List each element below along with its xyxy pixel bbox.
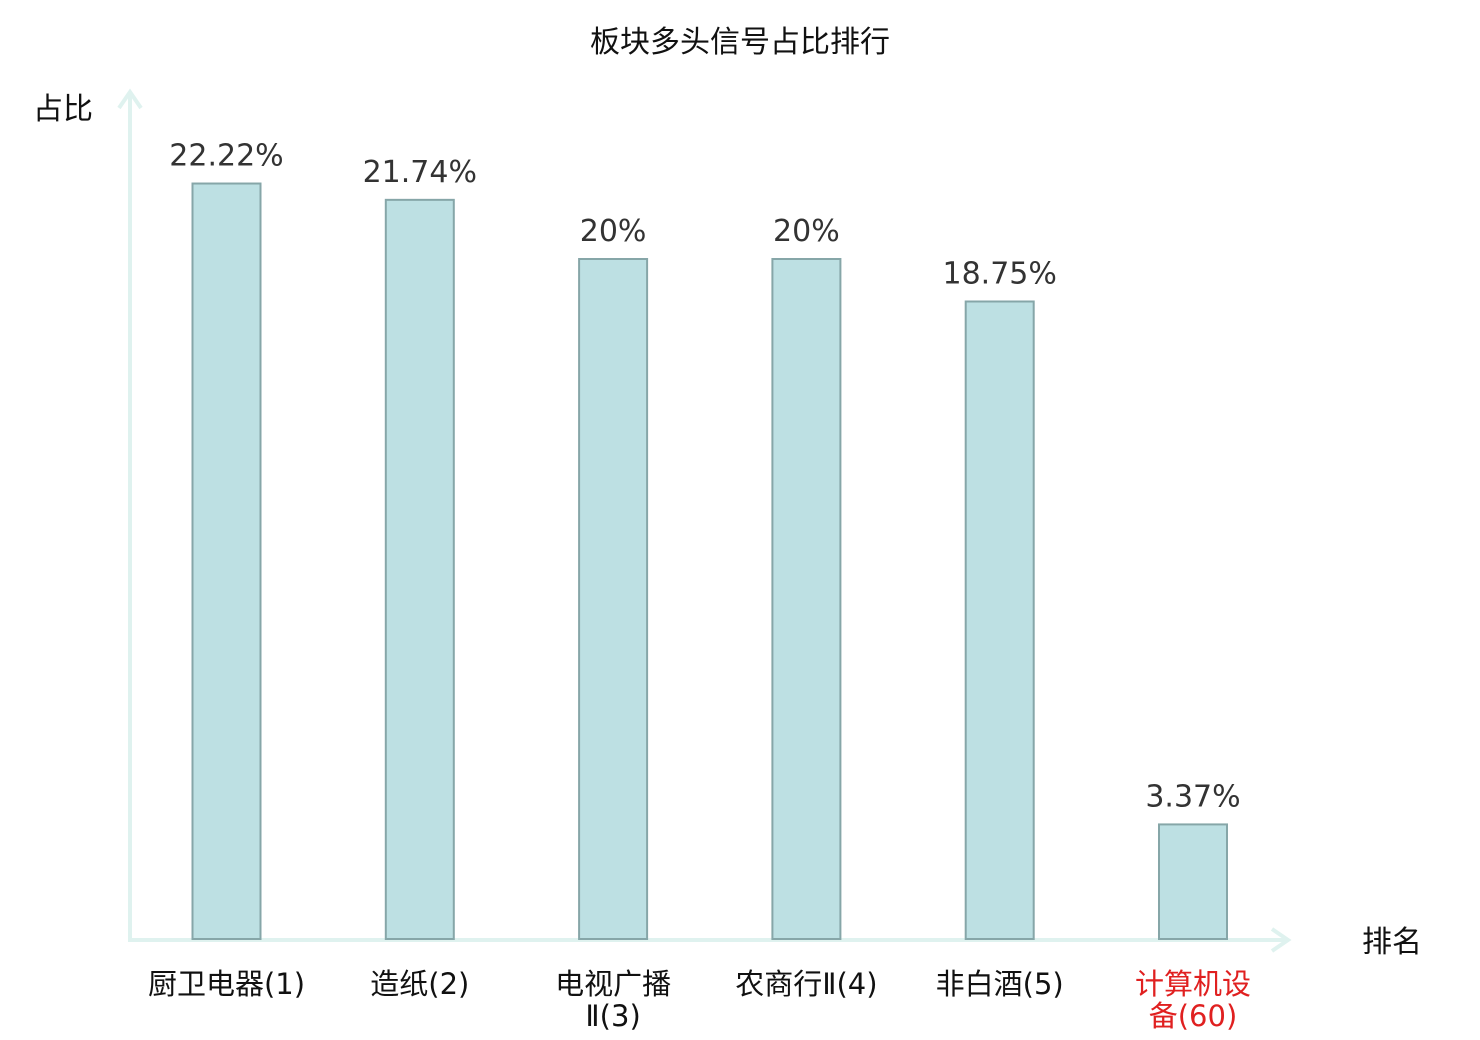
- bar-value-label: 18.75%: [943, 257, 1057, 292]
- bar: [771, 258, 842, 940]
- y-axis: [117, 88, 143, 940]
- bar: [384, 198, 455, 940]
- y-axis-label: 占比: [33, 92, 93, 127]
- bar: [964, 300, 1035, 940]
- bar-value-label: 22.22%: [169, 139, 283, 174]
- category-label: 非白酒(5): [936, 967, 1064, 1001]
- value-labels-group: 22.22% 21.74% 20% 20% 18.75% 3.37%: [169, 139, 1240, 815]
- chart-title: 板块多头信号占比排行: [590, 25, 890, 60]
- bar-value-label: 20%: [580, 214, 647, 249]
- category-label: 农商行Ⅱ(4): [735, 967, 877, 1001]
- x-axis: [128, 927, 1292, 953]
- category-label: 造纸(2): [370, 967, 469, 1001]
- bar-value-label: 21.74%: [363, 155, 477, 190]
- x-axis-arrow-icon: [1270, 927, 1292, 953]
- category-label: Ⅱ(3): [585, 999, 640, 1033]
- bar: [1158, 823, 1228, 940]
- category-label: 备(60): [1149, 999, 1238, 1033]
- y-axis-arrow-icon: [117, 88, 143, 110]
- bar-value-label: 3.37%: [1145, 779, 1240, 814]
- bar-value-label: 20%: [773, 214, 840, 249]
- bar: [578, 258, 649, 940]
- bars-group: [191, 182, 1228, 940]
- category-label: 计算机设: [1135, 967, 1251, 1001]
- category-label: 电视广播: [555, 967, 671, 1001]
- x-axis-label: 排名: [1362, 925, 1422, 960]
- bar: [191, 182, 262, 940]
- category-label: 厨卫电器(1): [148, 967, 305, 1001]
